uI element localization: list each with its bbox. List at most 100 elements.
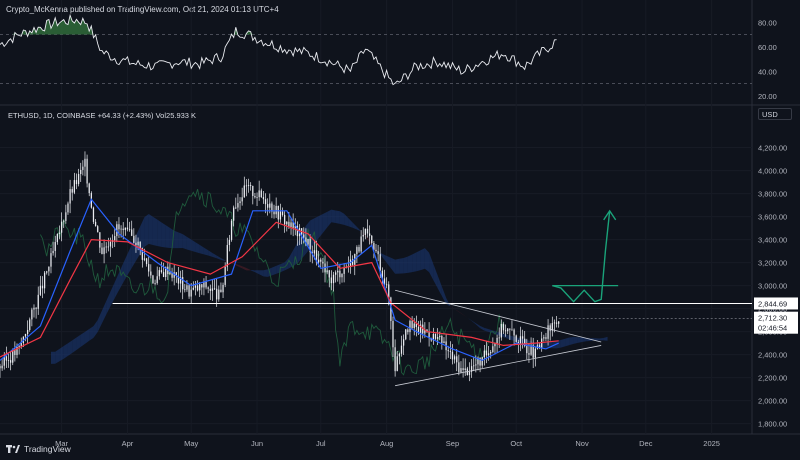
cloud-segment xyxy=(463,314,468,318)
candle-body xyxy=(75,180,78,185)
cloud-segment xyxy=(573,337,578,344)
candle-body xyxy=(381,270,384,279)
candle-body xyxy=(188,285,190,297)
cloud-segment xyxy=(594,338,600,341)
cloud-segment xyxy=(565,337,570,347)
candle-body xyxy=(262,197,265,200)
cloud-segment xyxy=(433,263,438,289)
price-tick-label: 3,600.00 xyxy=(758,213,787,222)
cloud-segment xyxy=(242,266,247,271)
cloud-segment xyxy=(543,341,549,348)
candle-body xyxy=(509,328,511,330)
candle-body xyxy=(211,288,214,291)
grid xyxy=(0,0,800,435)
candle-body xyxy=(69,189,71,204)
candle-body xyxy=(260,190,262,198)
candle-body xyxy=(48,266,50,272)
cloud-segment xyxy=(50,351,56,364)
candle-body xyxy=(526,346,528,354)
cloud-segment xyxy=(220,258,226,262)
price-tick-label: 3,800.00 xyxy=(758,190,787,199)
candle-body xyxy=(487,353,490,356)
candle-body xyxy=(82,166,84,170)
candle-body xyxy=(309,238,311,253)
candle-body xyxy=(513,329,515,336)
price-label-level: 2,844.69 xyxy=(754,297,798,310)
candle-body xyxy=(303,234,305,238)
candle-body xyxy=(439,335,441,338)
candle-body xyxy=(553,322,556,324)
candle-body xyxy=(247,185,250,186)
candle-body xyxy=(364,228,367,235)
candle-body xyxy=(492,346,494,353)
candle-body xyxy=(288,221,290,228)
candle-body xyxy=(46,271,48,273)
candle-body xyxy=(230,220,233,240)
candle-body xyxy=(468,371,471,376)
candle-body xyxy=(479,357,481,366)
candle-body xyxy=(31,309,33,320)
candle-body xyxy=(422,324,424,334)
cloud-segment xyxy=(114,272,119,299)
candle-body xyxy=(273,211,275,215)
x-tick-label: Nov xyxy=(575,439,589,448)
ticker-change: +64.33 (+2.43%) xyxy=(97,111,154,120)
currency-button[interactable]: USD xyxy=(758,108,792,120)
cloud-segment xyxy=(195,242,200,254)
candle-body xyxy=(502,324,505,331)
cloud-segment xyxy=(263,269,268,277)
cloud-segment xyxy=(450,306,455,310)
cloud-segment xyxy=(169,227,175,249)
candle-body xyxy=(43,272,46,289)
cloud-segment xyxy=(55,348,60,364)
candle-body xyxy=(543,337,545,339)
cloud-segment xyxy=(424,248,430,273)
cloud-segment xyxy=(165,225,170,248)
rsi-overbought-fill xyxy=(0,15,557,35)
cloud-segment xyxy=(63,343,68,359)
candle-body xyxy=(413,323,415,329)
candle-body xyxy=(114,236,116,241)
candle-body xyxy=(507,328,509,332)
candle-body xyxy=(320,259,322,262)
cloud-segment xyxy=(118,263,124,291)
cloud-segment xyxy=(89,326,94,341)
candle-body xyxy=(252,185,254,196)
candle-body xyxy=(296,225,299,237)
candle-body xyxy=(490,352,492,354)
candle-body xyxy=(207,287,209,289)
publisher-caption: Crypto_McKenna published on TradingView.… xyxy=(6,5,279,14)
price-tick-label: 4,200.00 xyxy=(758,144,787,153)
cloud-segment xyxy=(556,339,561,349)
cloud-segment xyxy=(416,250,421,272)
candle-body xyxy=(194,285,197,288)
cloud-segment xyxy=(475,323,481,329)
ticker-volume: Vol25.933 K xyxy=(155,111,197,120)
cloud-segment xyxy=(271,265,277,276)
forecast-path xyxy=(552,210,611,303)
tradingview-brand: TradingView xyxy=(24,444,71,454)
candle-body xyxy=(165,266,167,277)
candle-body xyxy=(305,237,307,245)
candle-body xyxy=(379,254,381,271)
candle-body xyxy=(105,246,107,248)
candle-body xyxy=(135,242,137,246)
cloud-segment xyxy=(603,336,608,341)
candle-body xyxy=(237,203,239,208)
candle-body xyxy=(154,283,156,284)
ticker-legend: ETHUSD, 1D, COINBASE +64.33 (+2.43%) Vol… xyxy=(8,111,196,120)
candle-body xyxy=(443,341,445,343)
candle-body xyxy=(326,270,328,273)
cloud-segment xyxy=(144,213,149,247)
candle-body xyxy=(20,343,22,347)
candle-body xyxy=(65,212,67,221)
candle-body xyxy=(351,259,354,265)
candle-body xyxy=(339,270,341,278)
candle-body xyxy=(400,345,403,354)
candle-body xyxy=(290,222,292,228)
x-tick-label: Sep xyxy=(446,439,459,448)
candle-body xyxy=(424,329,426,334)
cloud-segment xyxy=(59,346,64,362)
